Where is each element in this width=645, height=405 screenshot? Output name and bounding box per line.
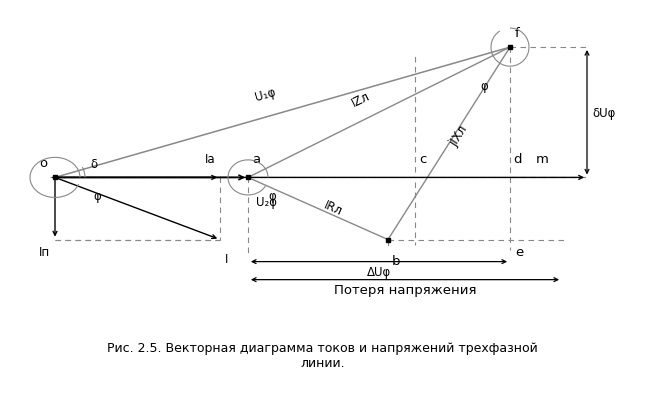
Text: φ: φ bbox=[268, 190, 275, 203]
Text: b: b bbox=[392, 254, 401, 267]
Text: a: a bbox=[252, 153, 260, 166]
Text: Потеря напряжения: Потеря напряжения bbox=[333, 283, 476, 296]
Text: φ: φ bbox=[480, 80, 488, 93]
Text: Iп: Iп bbox=[39, 245, 50, 258]
Text: o: o bbox=[39, 157, 47, 170]
Text: IZл: IZл bbox=[350, 89, 373, 109]
Text: U₂φ: U₂φ bbox=[256, 196, 277, 209]
Text: φ: φ bbox=[93, 190, 101, 203]
Text: jIXл: jIXл bbox=[447, 123, 470, 148]
Text: f: f bbox=[515, 27, 520, 40]
Text: Рис. 2.5. Векторная диаграмма токов и напряжений трехфазной
линии.: Рис. 2.5. Векторная диаграмма токов и на… bbox=[107, 341, 538, 369]
Text: m: m bbox=[536, 153, 549, 166]
Text: I: I bbox=[225, 252, 228, 265]
Text: IRл: IRл bbox=[321, 198, 344, 218]
Text: U₁φ: U₁φ bbox=[254, 85, 277, 104]
Text: δUφ: δUφ bbox=[592, 107, 615, 119]
Text: e: e bbox=[515, 245, 523, 258]
Text: δ: δ bbox=[90, 158, 97, 171]
Text: Iа: Iа bbox=[204, 153, 215, 166]
Text: c: c bbox=[419, 153, 426, 166]
Text: d: d bbox=[513, 153, 522, 166]
Text: ΔUφ: ΔUφ bbox=[367, 265, 391, 278]
